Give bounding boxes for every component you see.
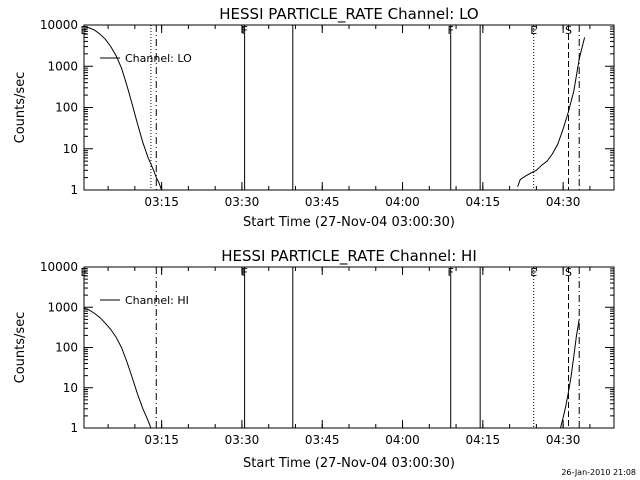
x-tick-label: 03:45 <box>305 433 340 447</box>
event-marker-label: E <box>530 266 537 279</box>
y-tick-label: 1000 <box>47 59 78 73</box>
x-tick-label: 03:15 <box>144 433 179 447</box>
x-tick-label: 03:30 <box>225 195 260 209</box>
y-tick-label: 1 <box>70 421 78 435</box>
event-marker-label: S <box>565 266 572 279</box>
x-axis-label: Start Time (27-Nov-04 03:00:30) <box>243 456 455 471</box>
plot-frame <box>83 24 615 191</box>
footer-timestamp: 26-Jan-2010 21:08 <box>561 468 636 477</box>
series-line <box>517 37 586 187</box>
event-marker-label: E <box>530 24 537 37</box>
x-tick-label: 03:45 <box>305 195 340 209</box>
series-line <box>560 319 580 429</box>
y-axis-label: Counts/sec <box>13 312 28 384</box>
chart-title: HESSI PARTICLE_RATE Channel: LO <box>219 5 478 24</box>
plot-frame <box>83 266 615 429</box>
x-tick-label: 04:30 <box>546 195 581 209</box>
y-tick-label: 100 <box>55 101 78 115</box>
series-line <box>83 307 152 429</box>
event-marker-label: F <box>241 266 247 279</box>
x-tick-label: 03:30 <box>225 433 260 447</box>
y-tick-label: 1 <box>70 183 78 197</box>
x-tick-label: 03:15 <box>144 195 179 209</box>
y-tick-label: 10 <box>63 381 78 395</box>
legend-label: Channel: LO <box>125 52 192 65</box>
y-axis-label: Counts/sec <box>13 72 28 144</box>
chart-title: HESSI PARTICLE_RATE Channel: HI <box>221 247 477 266</box>
y-tick-label: 10 <box>63 142 78 156</box>
y-tick-label: 100 <box>55 341 78 355</box>
series-line <box>83 26 163 191</box>
y-tick-label: 10000 <box>40 260 78 274</box>
legend-label: Channel: HI <box>125 294 189 307</box>
event-marker-label: F <box>241 24 247 37</box>
event-marker-label: S <box>565 24 572 37</box>
x-tick-label: 04:15 <box>466 195 501 209</box>
event-marker-label: E <box>81 24 88 37</box>
event-marker-label: F <box>448 24 454 37</box>
event-marker-label: F <box>448 266 454 279</box>
event-marker-label: E <box>81 266 88 279</box>
x-tick-label: 04:00 <box>385 433 420 447</box>
y-tick-label: 1000 <box>47 300 78 314</box>
x-axis-label: Start Time (27-Nov-04 03:00:30) <box>243 215 455 230</box>
x-tick-label: 04:15 <box>466 433 501 447</box>
y-tick-label: 10000 <box>40 18 78 32</box>
x-tick-label: 04:00 <box>385 195 420 209</box>
x-tick-label: 04:30 <box>546 433 581 447</box>
